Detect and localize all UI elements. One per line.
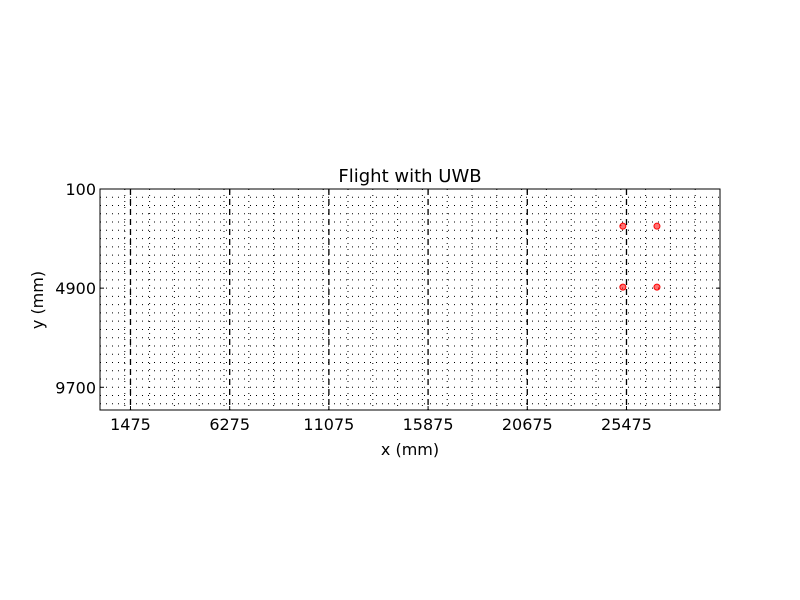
tick-labels: 1475 6275 11075 15875 20675 25475 100 4900 9700 — [55, 180, 652, 434]
x-tick-label: 25475 — [601, 415, 652, 434]
axis-ticks — [100, 188, 720, 410]
y-tick-label: 9700 — [55, 378, 96, 397]
data-point — [653, 283, 661, 291]
data-point — [619, 283, 627, 291]
data-point — [653, 222, 661, 230]
plot-area-frame — [99, 188, 721, 411]
minor-grid-dots — [100, 189, 720, 410]
x-tick-label: 15875 — [403, 415, 454, 434]
grid-lines — [129, 189, 628, 410]
x-tick-label: 20675 — [502, 415, 553, 434]
x-tick-label: 6275 — [209, 415, 250, 434]
x-tick-label: 11075 — [303, 415, 354, 434]
y-tick-label: 4900 — [55, 279, 96, 298]
y-tick-label: 100 — [65, 180, 96, 199]
data-point — [619, 222, 627, 230]
data-points — [619, 222, 661, 291]
x-axis-label: x (mm) — [381, 440, 439, 459]
x-tick-label: 1475 — [110, 415, 151, 434]
chart-title: Flight with UWB — [338, 166, 481, 187]
y-axis-label: y (mm) — [28, 271, 47, 329]
